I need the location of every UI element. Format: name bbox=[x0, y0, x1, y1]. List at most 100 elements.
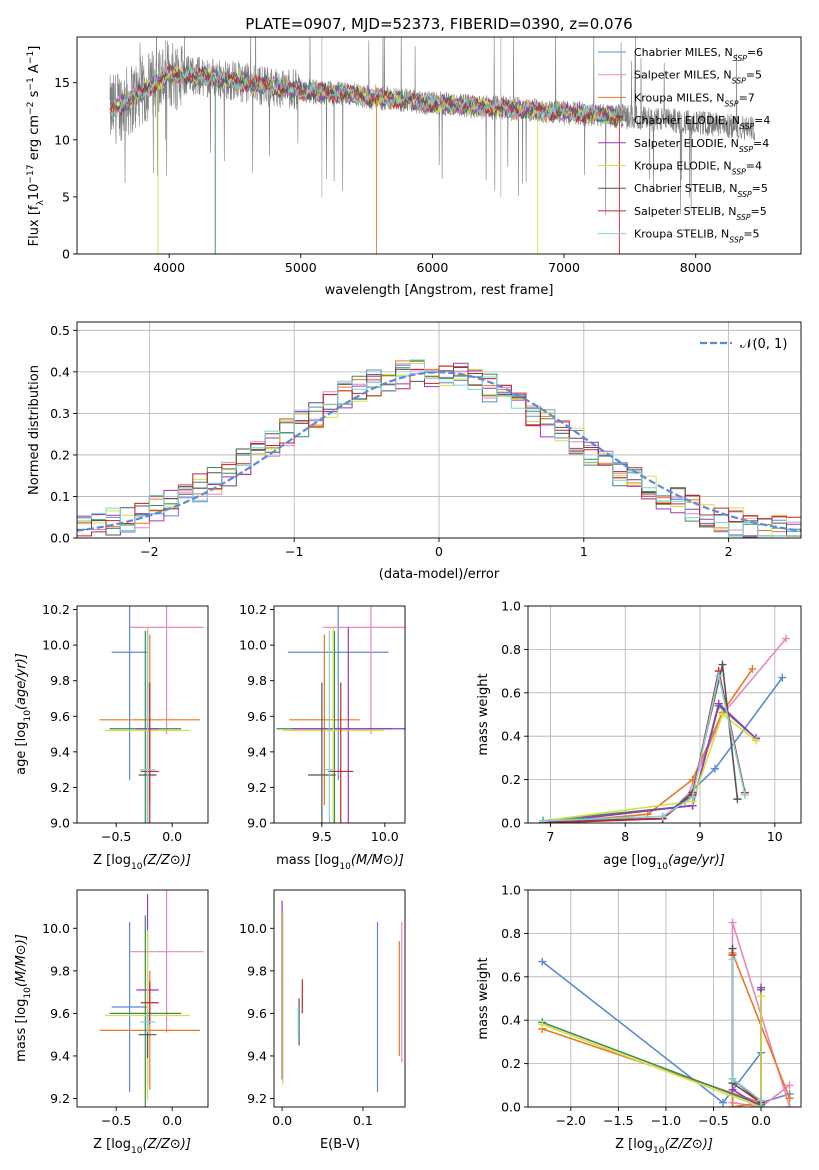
y-tick-label: 0.5 bbox=[50, 323, 70, 338]
x-axis-label: mass [log10(M/M⊙)] bbox=[276, 853, 404, 872]
x-tick-label: 0.0 bbox=[272, 1113, 292, 1128]
y-tick-label: 9.8 bbox=[247, 963, 267, 978]
y-tick-label: 9.6 bbox=[50, 1006, 70, 1021]
y-tick-label: 5 bbox=[62, 189, 70, 204]
x-tick-label: 10 bbox=[767, 829, 783, 844]
weight-marker bbox=[785, 1094, 794, 1103]
legend-entry: Kroupa MILES, NSSP=7 bbox=[634, 91, 755, 108]
y-axis-label: Flux [fλ10−17 erg cm−2 s−1 A−1] bbox=[26, 46, 46, 247]
weight-marker bbox=[728, 955, 737, 964]
x-tick-label: 0 bbox=[435, 544, 443, 559]
y-tick-label: 10 bbox=[54, 132, 70, 147]
x-tick-label: −0.5 bbox=[698, 1113, 728, 1128]
x-axis-label: (data-model)/error bbox=[379, 567, 500, 582]
weight-marker bbox=[757, 983, 766, 992]
weight-vs-age-plot-area bbox=[538, 634, 791, 823]
x-tick-label: 8 bbox=[621, 829, 629, 844]
y-tick-label: 10.0 bbox=[42, 921, 70, 936]
model-spectrum-line bbox=[109, 65, 624, 125]
y-tick-label: 0.2 bbox=[50, 447, 70, 462]
x-tick-label: −1 bbox=[285, 544, 303, 559]
residuals-panel: −2 −1 0 1 2 0.0 0.1 0.2 0.3 0.4 0.5 (data-model)/er… bbox=[27, 321, 802, 582]
y-tick-label: 9.0 bbox=[247, 816, 267, 831]
weight-marker bbox=[718, 710, 727, 719]
x-tick-label: 0.0 bbox=[162, 1113, 182, 1128]
weight-marker bbox=[778, 673, 787, 682]
y-tick-label: 9.6 bbox=[50, 709, 70, 724]
age-vs-mass-panel: 9.5 10.0 9.0 9.2 9.4 9.6 9.8 10.0 10.2 mass [log1… bbox=[239, 602, 406, 872]
x-tick-label: 9 bbox=[696, 829, 704, 844]
y-tick-label: 0.1 bbox=[50, 489, 70, 504]
weight-vs-Z-panel: −2.0 −1.5 −1.0 −0.5 0.0 0.0 0.2 0.4 0.6 0.8 1.0 mas… bbox=[476, 883, 802, 1156]
y-tick-label: 0.0 bbox=[50, 531, 70, 546]
x-tick-label: 0.0 bbox=[751, 1113, 771, 1128]
weight-marker bbox=[748, 664, 757, 673]
y-tick-label: 0.3 bbox=[50, 406, 70, 421]
x-tick-label: 10.0 bbox=[371, 829, 399, 844]
weight-vs-age-panel: 7 8 9 10 0.0 0.2 0.4 0.6 0.8 1.0 mass weight age [l… bbox=[476, 599, 802, 872]
y-tick-label: 9.6 bbox=[247, 709, 267, 724]
legend-entry: Salpeter MILES, NSSP=5 bbox=[634, 69, 762, 86]
x-axis-label: Z [log10(Z/Z⊙)] bbox=[93, 1137, 191, 1156]
weight-marker bbox=[728, 1103, 737, 1107]
y-tick-label: 9.4 bbox=[247, 744, 267, 759]
residual-histogram bbox=[77, 359, 801, 537]
weight-marker bbox=[757, 992, 766, 1001]
y-tick-label: 0.4 bbox=[50, 364, 70, 379]
legend-entry: Salpeter STELIB, NSSP=5 bbox=[634, 205, 767, 222]
residual-histogram bbox=[77, 365, 801, 537]
weight-line bbox=[542, 704, 757, 822]
y-tick-label: 10.2 bbox=[239, 602, 267, 617]
x-tick-label: −1.5 bbox=[603, 1113, 633, 1128]
age-vs-mass-plot-area bbox=[276, 606, 405, 823]
age-vs-Z-plot-area bbox=[99, 606, 204, 823]
y-tick-label: 10.0 bbox=[239, 921, 267, 936]
y-tick-label: 9.2 bbox=[247, 1091, 267, 1106]
y-tick-label: 9.6 bbox=[247, 1006, 267, 1021]
y-tick-label: 1.0 bbox=[501, 883, 521, 898]
weight-marker bbox=[785, 1081, 794, 1090]
legend-entry: Salpeter ELODIE, NSSP=4 bbox=[634, 137, 769, 154]
y-axis-label: age [log10(age/yr)] bbox=[14, 653, 33, 775]
y-tick-label: 9.0 bbox=[50, 816, 70, 831]
x-tick-label: 5000 bbox=[285, 260, 317, 275]
y-tick-label: 9.8 bbox=[50, 963, 70, 978]
y-tick-label: 0.0 bbox=[501, 1100, 521, 1115]
x-tick-label: 1 bbox=[580, 544, 588, 559]
y-tick-label: 9.8 bbox=[50, 673, 70, 688]
x-tick-label: 7 bbox=[546, 829, 554, 844]
weight-line bbox=[542, 677, 783, 822]
y-tick-label: 0.2 bbox=[501, 1056, 521, 1071]
spectrum-panel: 4000 5000 6000 7000 8000 0 5 10 15 wavelength [An… bbox=[26, 36, 802, 298]
weight-line bbox=[542, 637, 787, 822]
legend-entry: Kroupa STELIB, NSSP=5 bbox=[634, 228, 760, 245]
x-axis-label: age [log10(age/yr)] bbox=[603, 853, 725, 872]
y-tick-label: 1.0 bbox=[501, 599, 521, 614]
weight-marker bbox=[785, 1103, 794, 1107]
weight-marker bbox=[688, 792, 697, 801]
weight-line bbox=[542, 996, 762, 1107]
y-tick-label: 9.2 bbox=[50, 1091, 70, 1106]
x-axis-label: Z [log10(Z/Z⊙)] bbox=[615, 1137, 713, 1156]
weight-marker bbox=[714, 671, 723, 680]
x-tick-label: 9.5 bbox=[312, 829, 332, 844]
y-tick-label: 0.4 bbox=[501, 1013, 521, 1028]
x-tick-label: 8000 bbox=[680, 260, 712, 275]
x-axis-label: Z [log10(Z/Z⊙)] bbox=[93, 853, 191, 872]
mass-vs-Z-plot-area bbox=[99, 890, 204, 1107]
y-tick-label: 0.8 bbox=[501, 642, 521, 657]
axes-frame bbox=[76, 889, 209, 1108]
x-tick-label: 2 bbox=[725, 544, 733, 559]
weight-marker bbox=[733, 795, 742, 804]
legend-entry: Kroupa ELODIE, NSSP=4 bbox=[634, 160, 762, 177]
weight-line bbox=[731, 955, 762, 1104]
weight-marker bbox=[714, 699, 723, 708]
weight-line bbox=[542, 675, 746, 822]
y-tick-label: 0.2 bbox=[501, 772, 521, 787]
normal-reference-line bbox=[77, 371, 801, 532]
x-axis-label: wavelength [Angstrom, rest frame] bbox=[325, 283, 554, 298]
weight-marker bbox=[658, 812, 667, 821]
mass-vs-EBV-panel: 0.0 0.1 9.2 9.4 9.6 9.8 10.0 E(B-V) bbox=[239, 889, 406, 1152]
axes-frame bbox=[527, 605, 802, 824]
